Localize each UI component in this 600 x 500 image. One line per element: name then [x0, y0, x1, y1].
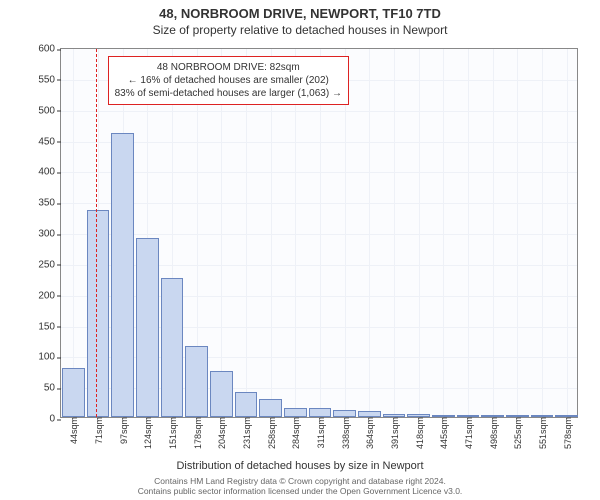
y-tick-label: 450: [38, 136, 61, 147]
histogram-bar: [284, 408, 307, 417]
gridline-v: [394, 49, 395, 417]
histogram-bar: [407, 414, 430, 417]
histogram-bar: [531, 415, 554, 417]
histogram-bar: [309, 408, 332, 417]
page-subtitle: Size of property relative to detached ho…: [0, 21, 600, 41]
gridline-h: [61, 203, 577, 204]
histogram-bar: [235, 392, 258, 417]
gridline-v: [542, 49, 543, 417]
gridline-h: [61, 172, 577, 173]
x-tick-label: 284sqm: [289, 417, 301, 449]
x-axis-label: Distribution of detached houses by size …: [0, 460, 600, 472]
x-tick-label: 418sqm: [413, 417, 425, 449]
gridline-h: [61, 234, 577, 235]
annotation-line: 83% of semi-detached houses are larger (…: [115, 87, 342, 100]
x-tick-label: 525sqm: [511, 417, 523, 449]
histogram-bar: [481, 415, 504, 417]
plot-canvas: 05010015020025030035040045050055060044sq…: [60, 48, 578, 418]
histogram-bar: [111, 133, 134, 417]
histogram-bar: [62, 368, 85, 417]
y-tick-label: 200: [38, 290, 61, 301]
histogram-bar: [259, 399, 282, 418]
gridline-v: [443, 49, 444, 417]
page-title: 48, NORBROOM DRIVE, NEWPORT, TF10 7TD: [0, 0, 600, 21]
annotation-line: ← 16% of detached houses are smaller (20…: [115, 74, 342, 87]
histogram-bar: [432, 415, 455, 417]
footer-attribution: Contains HM Land Registry data © Crown c…: [0, 476, 600, 497]
x-tick-label: 578sqm: [561, 417, 573, 449]
x-tick-label: 445sqm: [437, 417, 449, 449]
property-marker-line: [96, 49, 97, 417]
x-tick-label: 551sqm: [536, 417, 548, 449]
histogram-bar: [506, 415, 529, 417]
y-tick-label: 250: [38, 259, 61, 270]
x-tick-label: 44sqm: [67, 417, 79, 444]
x-tick-label: 124sqm: [141, 417, 153, 449]
histogram-bar: [210, 371, 233, 417]
y-tick-label: 100: [38, 352, 61, 363]
annotation-box: 48 NORBROOM DRIVE: 82sqm← 16% of detache…: [108, 56, 349, 105]
footer-line-1: Contains HM Land Registry data © Crown c…: [0, 476, 600, 487]
gridline-v: [419, 49, 420, 417]
x-tick-label: 97sqm: [117, 417, 129, 444]
gridline-v: [369, 49, 370, 417]
y-tick-label: 500: [38, 105, 61, 116]
x-tick-label: 338sqm: [339, 417, 351, 449]
gridline-v: [493, 49, 494, 417]
plot-area: 05010015020025030035040045050055060044sq…: [60, 48, 578, 418]
y-tick-label: 400: [38, 167, 61, 178]
gridline-v: [517, 49, 518, 417]
gridline-v: [567, 49, 568, 417]
x-tick-label: 311sqm: [314, 417, 326, 448]
x-tick-label: 231sqm: [240, 417, 252, 449]
gridline-h: [61, 111, 577, 112]
x-tick-label: 391sqm: [388, 417, 400, 449]
y-tick-label: 150: [38, 321, 61, 332]
x-tick-label: 204sqm: [215, 417, 227, 449]
y-tick-label: 550: [38, 74, 61, 85]
histogram-bar: [358, 411, 381, 417]
y-tick-label: 50: [44, 383, 61, 394]
histogram-bar: [87, 210, 110, 417]
histogram-bar: [161, 278, 184, 417]
annotation-line: 48 NORBROOM DRIVE: 82sqm: [115, 61, 342, 74]
histogram-bar: [333, 410, 356, 417]
x-tick-label: 471sqm: [462, 417, 474, 449]
gridline-v: [73, 49, 74, 417]
y-tick-label: 300: [38, 229, 61, 240]
x-tick-label: 364sqm: [363, 417, 375, 449]
x-tick-label: 178sqm: [191, 417, 203, 449]
y-tick-label: 350: [38, 198, 61, 209]
x-tick-label: 151sqm: [166, 417, 178, 449]
histogram-bar: [383, 414, 406, 417]
footer-line-2: Contains public sector information licen…: [0, 486, 600, 497]
gridline-v: [468, 49, 469, 417]
x-tick-label: 258sqm: [265, 417, 277, 449]
x-tick-label: 71sqm: [92, 417, 104, 444]
y-tick-label: 0: [49, 414, 61, 425]
histogram-bar: [555, 415, 578, 417]
chart-container: 48, NORBROOM DRIVE, NEWPORT, TF10 7TD Si…: [0, 0, 600, 500]
histogram-bar: [457, 415, 480, 417]
gridline-h: [61, 142, 577, 143]
histogram-bar: [136, 238, 159, 417]
y-tick-label: 600: [38, 44, 61, 55]
histogram-bar: [185, 346, 208, 417]
x-tick-label: 498sqm: [487, 417, 499, 449]
